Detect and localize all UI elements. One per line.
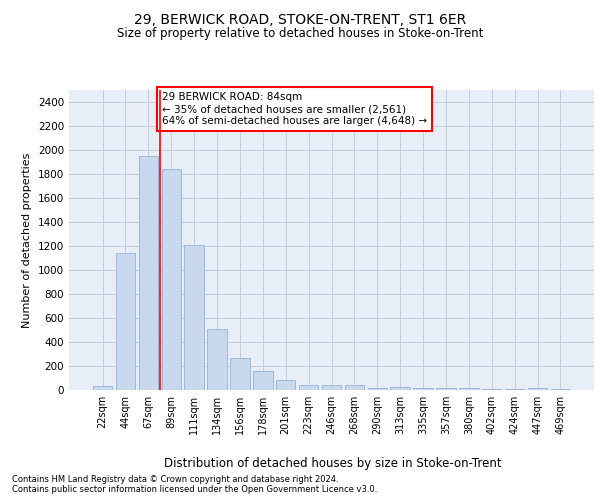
- Bar: [184, 245, 204, 390]
- Bar: [436, 388, 455, 390]
- Bar: [391, 387, 410, 390]
- Text: Distribution of detached houses by size in Stoke-on-Trent: Distribution of detached houses by size …: [164, 458, 502, 470]
- Bar: [299, 384, 319, 390]
- Text: Size of property relative to detached houses in Stoke-on-Trent: Size of property relative to detached ho…: [117, 28, 483, 40]
- Bar: [459, 388, 479, 390]
- Bar: [322, 385, 341, 390]
- Bar: [253, 372, 272, 390]
- Bar: [276, 380, 295, 390]
- Bar: [161, 169, 181, 390]
- Text: Contains public sector information licensed under the Open Government Licence v3: Contains public sector information licen…: [12, 485, 377, 494]
- Bar: [368, 388, 387, 390]
- Text: Contains HM Land Registry data © Crown copyright and database right 2024.: Contains HM Land Registry data © Crown c…: [12, 475, 338, 484]
- Bar: [208, 329, 227, 390]
- Text: 29, BERWICK ROAD, STOKE-ON-TRENT, ST1 6ER: 29, BERWICK ROAD, STOKE-ON-TRENT, ST1 6E…: [134, 12, 466, 26]
- Bar: [413, 388, 433, 390]
- Bar: [139, 156, 158, 390]
- Text: 29 BERWICK ROAD: 84sqm
← 35% of detached houses are smaller (2,561)
64% of semi-: 29 BERWICK ROAD: 84sqm ← 35% of detached…: [162, 92, 427, 126]
- Bar: [93, 386, 112, 390]
- Bar: [528, 388, 547, 390]
- Y-axis label: Number of detached properties: Number of detached properties: [22, 152, 32, 328]
- Bar: [116, 253, 135, 390]
- Bar: [230, 358, 250, 390]
- Bar: [344, 385, 364, 390]
